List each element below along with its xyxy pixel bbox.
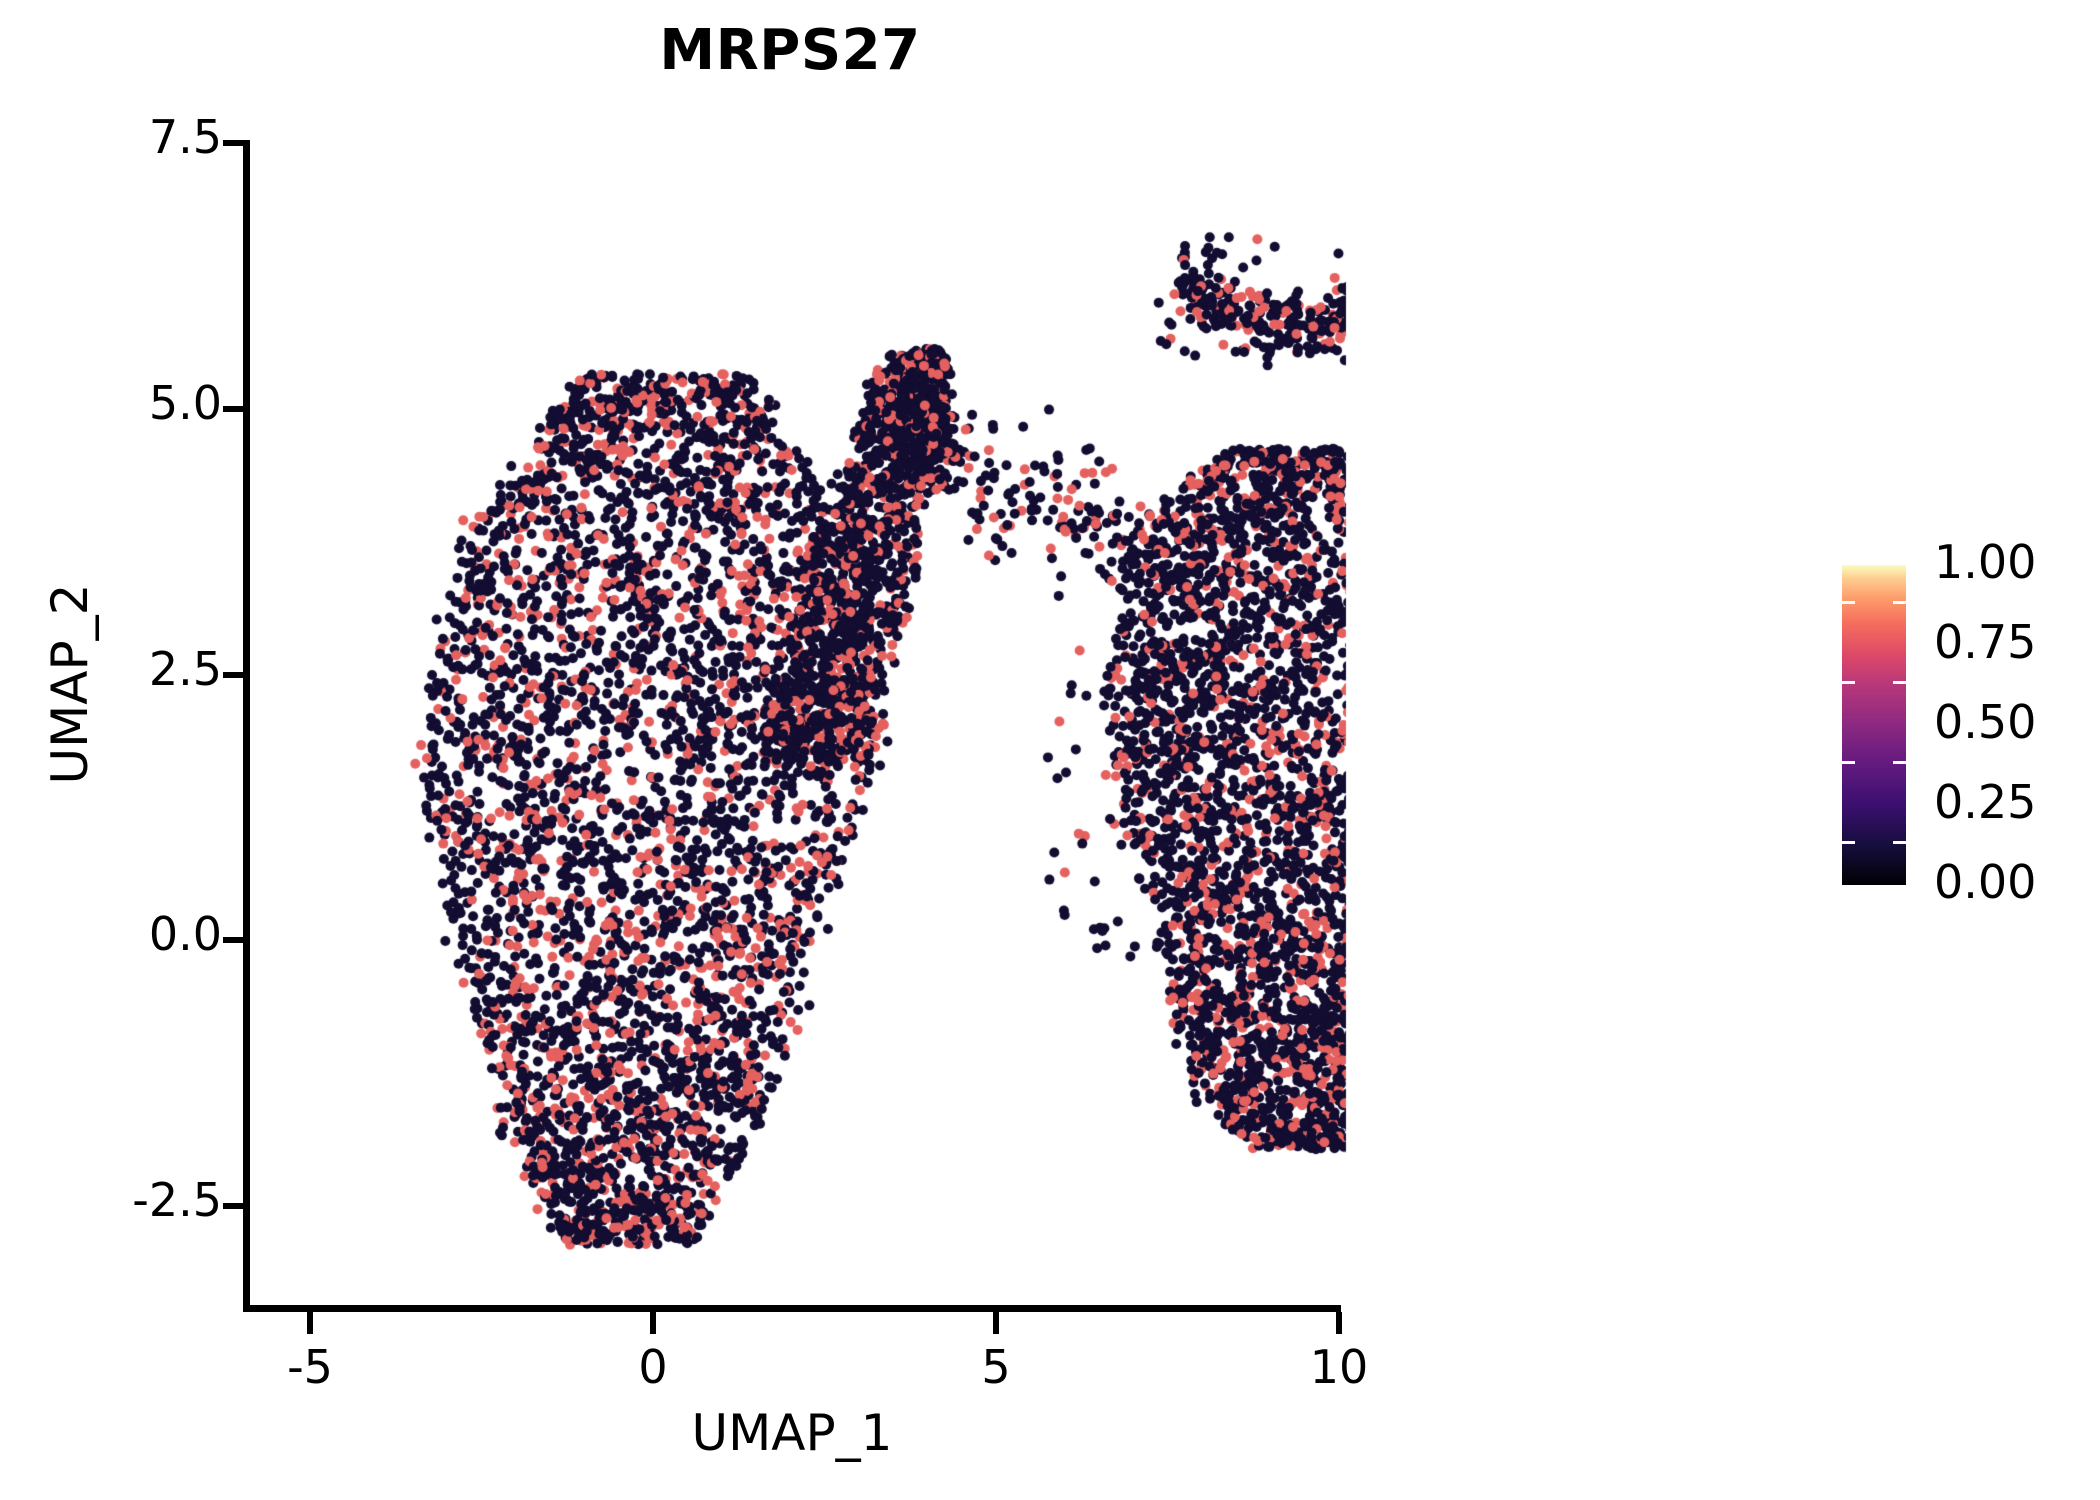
page-title: MRPS27 xyxy=(659,18,921,83)
colorbar-tick xyxy=(1842,681,1855,684)
colorbar-tick xyxy=(1893,841,1906,844)
y-axis-label: UMAP_2 xyxy=(41,583,99,785)
x-tick-mark xyxy=(993,1312,999,1334)
x-axis-line xyxy=(243,1305,1341,1312)
y-tick-label-5-0: 5.0 xyxy=(148,376,222,430)
y-tick-label-7-5: 7.5 xyxy=(148,110,222,164)
x-tick-mark xyxy=(1336,1312,1342,1334)
y-tick-label-0-0: 0.0 xyxy=(148,907,222,961)
y-tick-label-2-5: 2.5 xyxy=(148,642,222,696)
x-tick-label-neg-5: -5 xyxy=(287,1340,333,1394)
colorbar-label-0-50: 0.50 xyxy=(1934,695,2037,749)
x-tick-label-10: 10 xyxy=(1309,1340,1369,1394)
y-tick-mark xyxy=(223,937,243,943)
colorbar-tick xyxy=(1893,681,1906,684)
y-axis-line xyxy=(243,140,250,1312)
colorbar-tick xyxy=(1842,601,1855,604)
colorbar-label-0-25: 0.25 xyxy=(1934,775,2037,829)
y-tick-label-neg-2-5: -2.5 xyxy=(132,1173,222,1227)
x-tick-mark xyxy=(307,1312,313,1334)
colorbar-label-1-00: 1.00 xyxy=(1934,535,2037,589)
y-tick-mark xyxy=(223,140,243,146)
colorbar-tick xyxy=(1842,841,1855,844)
colorbar-tick xyxy=(1893,601,1906,604)
x-tick-mark xyxy=(650,1312,656,1334)
colorbar-label-0-00: 0.00 xyxy=(1934,855,2037,909)
x-tick-label-5: 5 xyxy=(981,1340,1011,1394)
colorbar-label-0-75: 0.75 xyxy=(1934,615,2037,669)
colorbar-tick xyxy=(1893,761,1906,764)
y-tick-mark xyxy=(223,406,243,412)
x-tick-label-0: 0 xyxy=(638,1340,668,1394)
x-axis-label: UMAP_1 xyxy=(691,1404,893,1462)
colorbar-gradient xyxy=(1842,565,1906,885)
y-tick-mark xyxy=(223,1203,243,1209)
y-tick-mark xyxy=(223,672,243,678)
colorbar-tick xyxy=(1842,761,1855,764)
colorbar-legend: 1.00 0.75 0.50 0.25 0.00 xyxy=(1842,535,2100,909)
